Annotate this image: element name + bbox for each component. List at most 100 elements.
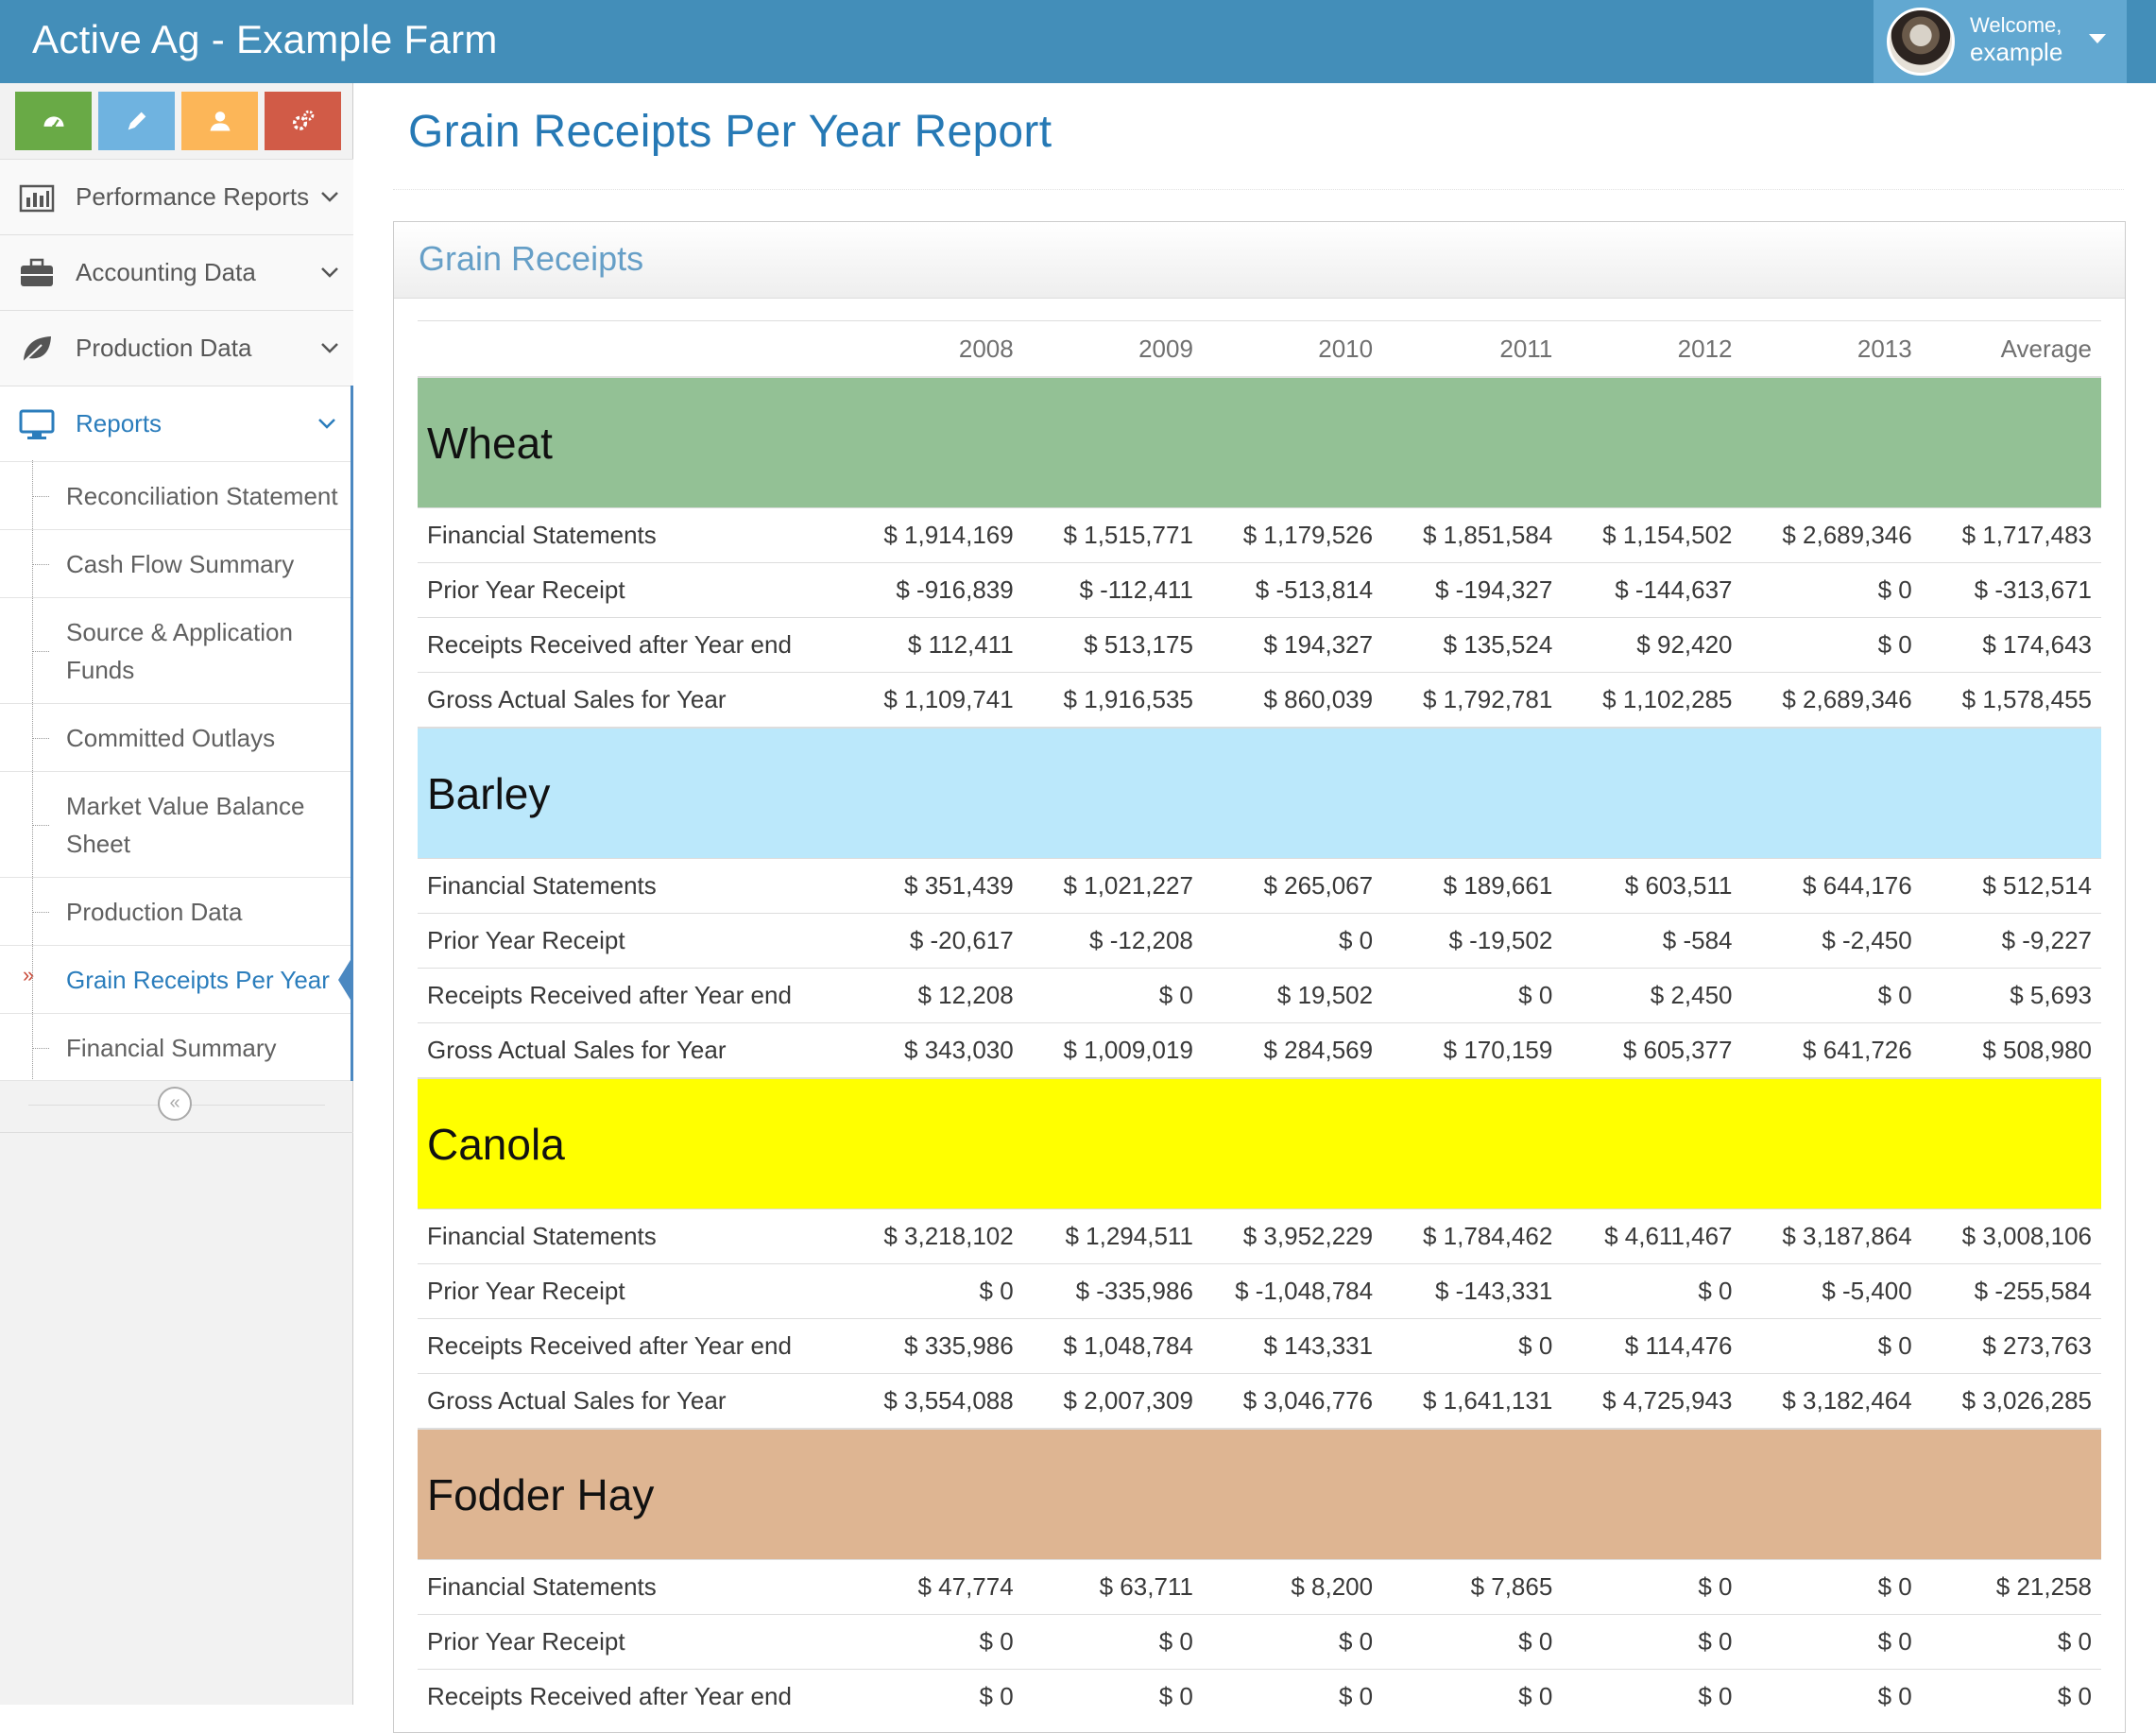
value-cell: $ 63,711 (1022, 1559, 1203, 1615)
row-label: Financial Statements (418, 1559, 844, 1615)
tree-connector (32, 496, 49, 497)
value-cell: $ 1,792,781 (1382, 672, 1563, 728)
table-body: Wheat Financial Statements $ 1,914,169 $ 1,… (418, 376, 2101, 1724)
active-marker-icon: » (23, 963, 35, 987)
sidebar-item-label: Reports (76, 409, 163, 438)
row-label: Prior Year Receipt (418, 562, 844, 618)
value-cell: $ 1,784,462 (1382, 1209, 1563, 1264)
value-cell: $ -2,450 (1741, 913, 1922, 969)
value-cell: $ 2,689,346 (1741, 672, 1922, 728)
submenu-item-production-data[interactable]: Production Data (0, 877, 351, 945)
value-cell: $ 3,046,776 (1202, 1373, 1383, 1429)
value-cell: $ 644,176 (1741, 858, 1922, 914)
value-cell: $ 0 (1562, 1614, 1742, 1670)
value-cell: $ 0 (1562, 1559, 1742, 1615)
crop-name: Fodder Hay (418, 1428, 2101, 1560)
table-row: Financial Statements $ 351,439 $ 1,021,227… (418, 858, 2101, 914)
value-cell: $ 0 (1921, 1669, 2101, 1724)
value-cell: $ 273,763 (1921, 1318, 2101, 1374)
value-cell: $ -19,502 (1382, 913, 1563, 969)
table-row: Financial Statements $ 47,774 $ 63,711 $ 8,… (418, 1559, 2101, 1615)
value-cell: $ -12,208 (1022, 913, 1203, 969)
value-cell: $ -144,637 (1562, 562, 1742, 618)
row-label: Prior Year Receipt (418, 1614, 844, 1670)
sidebar-item-performance-reports[interactable]: Performance Reports (0, 159, 353, 234)
submenu-item-label: Source & Application Funds (66, 618, 293, 684)
value-cell: $ 2,689,346 (1741, 507, 1922, 563)
grain-receipts-table: 2008 2009 2010 2011 2012 2013 Average Wh… (418, 320, 2101, 1724)
caret-down-icon[interactable] (2089, 34, 2106, 43)
submenu-item-label: Market Value Balance Sheet (66, 792, 305, 858)
row-label: Receipts Received after Year end (418, 968, 844, 1023)
value-cell: $ 0 (1382, 1669, 1563, 1724)
table-row: Gross Actual Sales for Year $ 1,109,741 $ … (418, 672, 2101, 728)
value-cell: $ 112,411 (843, 617, 1023, 673)
column-header: 2010 (1202, 320, 1383, 378)
value-cell: $ 135,524 (1382, 617, 1563, 673)
value-cell: $ -143,331 (1382, 1263, 1563, 1319)
value-cell: $ 0 (1741, 1318, 1922, 1374)
value-cell: $ 3,554,088 (843, 1373, 1023, 1429)
widget-title: Grain Receipts (419, 239, 644, 278)
value-cell: $ 0 (843, 1263, 1023, 1319)
column-header: 2009 (1022, 320, 1203, 378)
table-row: Financial Statements $ 1,914,169 $ 1,515,7… (418, 507, 2101, 563)
row-label: Financial Statements (418, 507, 844, 563)
sidebar-collapse-bar: « (0, 1079, 353, 1133)
submenu-item-label: Cash Flow Summary (66, 550, 295, 578)
value-cell: $ 351,439 (843, 858, 1023, 914)
value-cell: $ 0 (1382, 968, 1563, 1023)
submenu-item-market-value-balance-sheet[interactable]: Market Value Balance Sheet (0, 771, 351, 877)
shortcut-dashboard-button[interactable] (15, 92, 92, 150)
value-cell: $ 1,515,771 (1022, 507, 1203, 563)
value-cell: $ 0 (1382, 1318, 1563, 1374)
chevron-down-icon (318, 419, 335, 429)
tree-connector (32, 1048, 49, 1049)
tree-connector (32, 564, 49, 565)
user-menu[interactable]: Welcome, example (1874, 0, 2127, 83)
value-cell: $ 603,511 (1562, 858, 1742, 914)
submenu-item-financial-summary[interactable]: Financial Summary (0, 1013, 351, 1081)
submenu-item-cash-flow-summary[interactable]: Cash Flow Summary (0, 529, 351, 597)
column-header: 2012 (1562, 320, 1742, 378)
sidebar-item-production-data[interactable]: Production Data (0, 310, 353, 386)
sidebar-item-label: Production Data (76, 334, 252, 362)
value-cell: $ 143,331 (1202, 1318, 1383, 1374)
shortcut-pencil-button[interactable] (98, 92, 175, 150)
avatar[interactable] (1887, 8, 1955, 76)
welcome-label: Welcome, (1970, 13, 2062, 37)
user-icon (210, 112, 230, 131)
widget-header: Grain Receipts (394, 222, 2125, 299)
table-header-row: 2008 2009 2010 2011 2012 2013 Average (418, 320, 2101, 378)
value-cell: $ -313,671 (1921, 562, 2101, 618)
crop-group-row: Canola (418, 1077, 2101, 1210)
value-cell: $ 1,578,455 (1921, 672, 2101, 728)
app-brand[interactable]: Active Ag - Example Farm (32, 17, 498, 61)
shortcut-user-button[interactable] (181, 92, 258, 150)
value-cell: $ 1,102,285 (1562, 672, 1742, 728)
welcome-text: Welcome, example (1970, 12, 2062, 65)
value-cell: $ 4,725,943 (1562, 1373, 1742, 1429)
value-cell: $ 194,327 (1202, 617, 1383, 673)
submenu-item-committed-outlays[interactable]: Committed Outlays (0, 703, 351, 771)
sidebar-item-label: Performance Reports (76, 182, 310, 211)
sidebar-item-accounting-data[interactable]: Accounting Data (0, 234, 353, 310)
sidebar-item-reports[interactable]: Reports (0, 386, 353, 461)
submenu-item-source-application-funds[interactable]: Source & Application Funds (0, 597, 351, 703)
value-cell: $ -194,327 (1382, 562, 1563, 618)
submenu-item-grain-receipts-per-year[interactable]: » Grain Receipts Per Year (0, 945, 353, 1013)
submenu-item-reconciliation-statement[interactable]: Reconciliation Statement (0, 461, 351, 529)
value-cell: $ -335,986 (1022, 1263, 1203, 1319)
value-cell: $ 284,569 (1202, 1022, 1383, 1078)
value-cell: $ -513,814 (1202, 562, 1383, 618)
column-header (418, 320, 844, 378)
crop-group-row: Wheat (418, 376, 2101, 508)
submenu-item-label: Financial Summary (66, 1034, 277, 1062)
value-cell: $ 1,914,169 (843, 507, 1023, 563)
shortcut-cogs-button[interactable] (265, 92, 341, 150)
value-cell: $ 1,009,019 (1022, 1022, 1203, 1078)
value-cell: $ 0 (843, 1614, 1023, 1670)
value-cell: $ -255,584 (1921, 1263, 2101, 1319)
collapse-sidebar-button[interactable]: « (158, 1087, 192, 1121)
row-label: Prior Year Receipt (418, 1263, 844, 1319)
